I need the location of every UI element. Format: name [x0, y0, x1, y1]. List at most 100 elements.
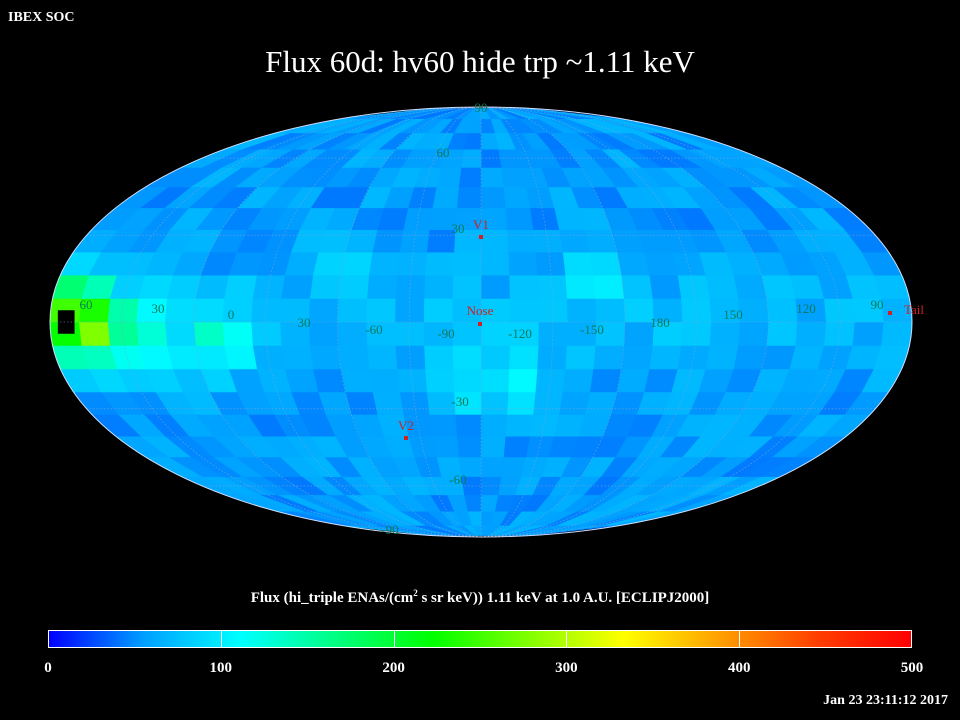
flux-pixel	[733, 345, 767, 370]
flux-pixel	[423, 298, 453, 323]
flux-pixel	[648, 345, 682, 370]
flux-pixel	[529, 414, 560, 437]
colorbar-tick-label: 200	[382, 660, 405, 676]
flux-pixel	[480, 274, 510, 299]
flux-pixel	[480, 321, 511, 346]
flux-pixel	[365, 298, 396, 323]
flux-pixel	[558, 229, 591, 253]
flux-pixel	[532, 229, 563, 253]
flux-pixel	[620, 345, 653, 370]
flux-pixel	[452, 251, 482, 276]
lat-label: 90	[475, 100, 488, 115]
flux-pixel	[423, 274, 454, 299]
flux-pixel	[222, 321, 253, 346]
flux-pixel	[676, 345, 710, 370]
flux-pixel	[616, 251, 650, 276]
marker-label: Nose	[467, 303, 494, 318]
flux-pixel	[562, 251, 594, 276]
flux-pixel	[396, 368, 428, 393]
flux-pixel	[503, 435, 531, 458]
lon-label: -60	[365, 322, 382, 337]
flux-pixel	[676, 274, 710, 299]
flux-pixel	[336, 298, 368, 323]
flux-pixel	[592, 274, 625, 299]
flux-pixel	[308, 321, 339, 346]
flux-pixel	[431, 435, 459, 458]
flux-pixel	[250, 298, 282, 323]
lat-label: 30	[452, 221, 465, 236]
flux-pixel	[480, 229, 509, 253]
chart-title: Flux 60d: hv60 hide trp ~1.11 keV	[265, 44, 695, 79]
lat-label: -60	[449, 472, 466, 487]
flux-pixel	[424, 368, 455, 393]
map-outline	[49, 106, 913, 538]
flux-pixel	[371, 229, 404, 253]
marker-label: Tail	[904, 302, 924, 317]
flux-pixel	[794, 321, 827, 346]
flux-pixel	[589, 251, 622, 276]
flux-pixel	[458, 167, 482, 188]
colorbar-tick-label: 100	[209, 660, 233, 676]
flux-pixel	[480, 414, 508, 437]
flux-pixel	[252, 274, 286, 299]
flux-pixel	[78, 321, 111, 346]
lon-label: -120	[508, 326, 532, 341]
flux-pixel	[643, 251, 678, 276]
flux-pixel	[480, 186, 506, 209]
flux-pixel	[480, 345, 510, 370]
flux-pixel	[564, 345, 596, 370]
flux-pixel	[880, 321, 912, 346]
flux-pixel	[566, 298, 597, 323]
colorbar-tick	[739, 630, 741, 648]
flux-pixel	[480, 167, 504, 188]
flux-pixel	[737, 321, 769, 346]
flux-pixel	[340, 251, 373, 276]
flux-pixel	[423, 345, 454, 370]
flux-pixel	[766, 298, 798, 323]
flux-pixel	[399, 229, 430, 253]
flux-pixel	[454, 414, 482, 437]
flux-pixel	[680, 298, 712, 323]
flux-pixel	[223, 345, 258, 370]
marker-dot	[479, 235, 483, 239]
marker-dot	[888, 311, 892, 315]
flux-pixel	[620, 274, 653, 299]
marker-label: V1	[473, 217, 489, 232]
flux-pixel	[164, 321, 196, 346]
flux-pixel	[368, 251, 400, 276]
flux-pixel	[823, 298, 855, 323]
flux-pixel	[480, 368, 510, 393]
flux-pixel	[536, 274, 568, 299]
flux-pixel	[252, 345, 286, 370]
lon-label: 90	[871, 297, 884, 312]
lon-label: 30	[298, 315, 311, 330]
flux-pixel	[504, 207, 534, 230]
colorbar	[48, 630, 912, 648]
flux-pixel	[480, 251, 510, 276]
flux-pixel	[761, 274, 796, 299]
flux-pixel	[623, 298, 654, 323]
timestamp: Jan 23 23:11:12 2017	[823, 693, 948, 708]
flux-pixel	[480, 391, 509, 415]
flux-pixel	[504, 414, 534, 437]
flux-pixel	[428, 414, 458, 437]
marker-dot	[404, 436, 408, 440]
flux-pixel	[452, 368, 482, 393]
flux-pixel	[508, 345, 539, 370]
flux-pixel	[507, 368, 538, 393]
flux-pixel	[704, 345, 739, 370]
flux-pixel	[648, 274, 682, 299]
flux-pixel	[592, 345, 625, 370]
colorbar-tick-label: 500	[900, 660, 924, 676]
flux-pixel	[704, 274, 739, 299]
flux-pixel	[308, 298, 339, 323]
flux-pixel	[733, 274, 767, 299]
flux-pixel	[164, 298, 196, 323]
flux-pixel	[195, 274, 229, 299]
flux-pixel	[480, 148, 502, 168]
marker-dot	[478, 322, 482, 326]
flux-pixel	[312, 368, 346, 393]
lat-label: -90	[381, 522, 398, 537]
lon-label: 30	[152, 301, 165, 316]
